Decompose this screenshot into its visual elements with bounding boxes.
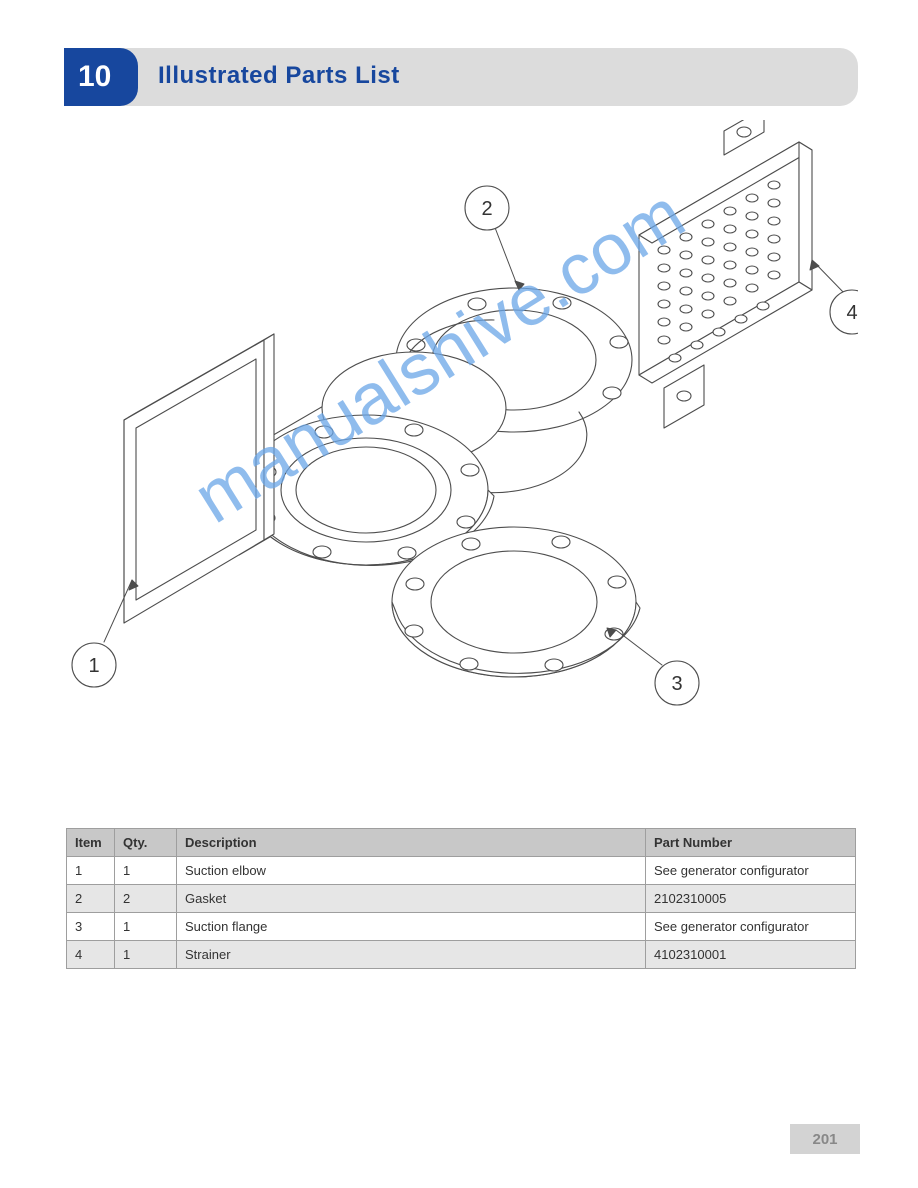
- section-number: 10: [78, 60, 111, 94]
- page-title: Illustrated Parts List: [158, 62, 400, 90]
- col-item: Item: [67, 829, 115, 857]
- table-row: 4 1 Strainer 4102310001: [67, 941, 856, 969]
- callout-4: 4: [846, 302, 857, 324]
- callout-2: 2: [481, 198, 492, 220]
- col-qty: Qty.: [115, 829, 177, 857]
- col-desc: Description: [177, 829, 646, 857]
- table-row: 1 1 Suction elbow See generator configur…: [67, 857, 856, 885]
- table-row: 2 2 Gasket 2102310005: [67, 885, 856, 913]
- col-part: Part Number: [646, 829, 856, 857]
- page-number: 201: [790, 1124, 860, 1154]
- callout-3: 3: [671, 673, 682, 695]
- table-row: 3 1 Suction flange See generator configu…: [67, 913, 856, 941]
- callout-1: 1: [88, 655, 99, 677]
- table-header-row: Item Qty. Description Part Number: [67, 829, 856, 857]
- parts-table: Item Qty. Description Part Number 1 1 Su…: [66, 828, 856, 969]
- exploded-diagram: 2 4 1 3: [64, 120, 858, 800]
